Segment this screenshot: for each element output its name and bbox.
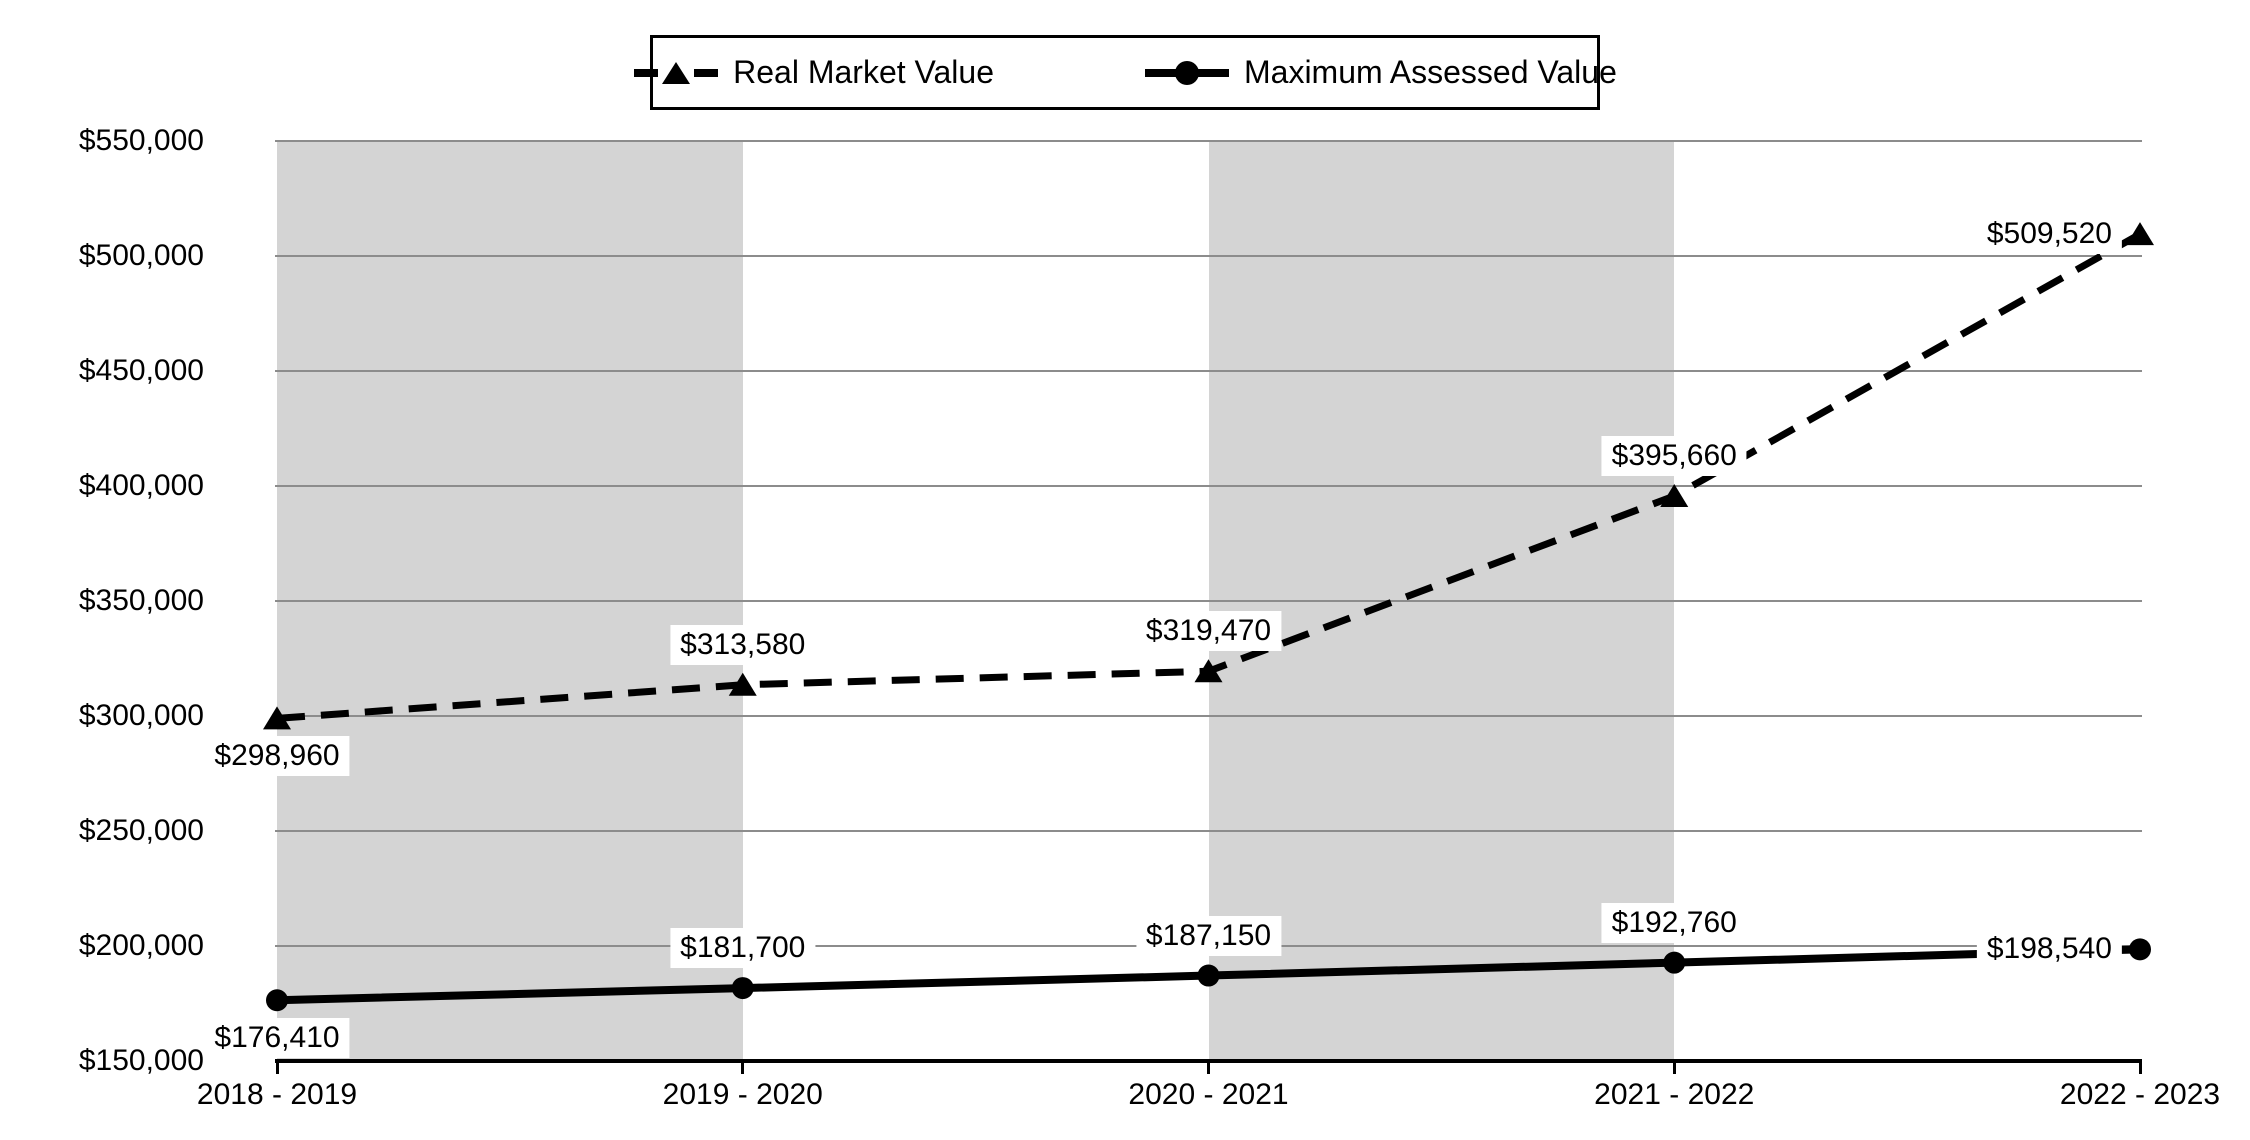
y-axis-tick-label: $150,000: [78, 1044, 204, 1077]
circle-data-point-marker: [266, 989, 288, 1012]
y-axis-tick-label: $400,000: [78, 469, 204, 502]
legend-item-maximum-assessed-value: Maximum Assessed Value: [1144, 54, 1617, 91]
y-axis-tick-label: $250,000: [78, 814, 204, 847]
circle-data-point-marker: [1197, 964, 1220, 987]
data-label: $298,960: [204, 736, 350, 777]
x-axis-tick: [1207, 1061, 1210, 1074]
y-axis-tick-label: $500,000: [78, 239, 204, 272]
legend-item-real-market-value: Real Market Value: [633, 54, 994, 91]
x-axis-tick: [2138, 1061, 2142, 1074]
y-axis-tick-label: $300,000: [78, 699, 204, 732]
y-gridline: [275, 140, 2142, 142]
data-label: $395,660: [1601, 435, 1747, 476]
legend-label-real-market-value: Real Market Value: [733, 54, 994, 90]
solid-line-circle-marker-icon: [1144, 60, 1229, 85]
data-label: $181,700: [670, 928, 816, 969]
y-axis-tick-label: $450,000: [78, 354, 204, 387]
data-label: $319,470: [1135, 611, 1282, 652]
legend-label-maximum-assessed-value: Maximum Assessed Value: [1243, 54, 1617, 90]
data-label: $313,580: [670, 624, 816, 665]
triangle-data-point-marker: [263, 706, 291, 730]
y-gridline: [275, 600, 2142, 602]
x-axis-tick-label: 2020 - 2021: [1128, 1078, 1289, 1111]
data-label: $509,520: [1976, 214, 2122, 255]
x-axis-tick: [741, 1061, 745, 1074]
triangle-data-point-marker: [1194, 659, 1223, 683]
y-axis-tick-label: $350,000: [78, 584, 204, 617]
x-axis-tick: [1672, 1061, 1676, 1074]
x-axis-tick-label: 2018 - 2019: [196, 1078, 358, 1111]
y-axis-tick-label: $200,000: [78, 929, 204, 962]
data-label: $176,410: [204, 1018, 350, 1059]
data-label: $192,760: [1601, 902, 1747, 943]
circle-data-point-marker: [2129, 938, 2151, 961]
y-gridline: [275, 715, 2142, 717]
circle-data-point-marker: [731, 977, 754, 1000]
x-axis-tick: [275, 1061, 279, 1074]
data-label: $187,150: [1135, 915, 1282, 956]
data-label: $198,540: [1976, 929, 2122, 970]
legend: Real Market Value Maximum Assessed Value: [634, 35, 1617, 110]
x-axis-tick-label: 2021 - 2022: [1594, 1078, 1755, 1111]
triangle-data-point-marker: [2126, 222, 2154, 246]
y-gridline: [275, 255, 2142, 257]
x-axis-tick-label: 2022 - 2023: [2059, 1078, 2221, 1111]
dashed-line-triangle-marker-icon: [634, 61, 719, 84]
y-gridline: [275, 370, 2142, 372]
circle-data-point-marker: [1663, 951, 1686, 974]
x-axis-tick-label: 2019 - 2020: [662, 1078, 823, 1111]
y-gridline: [275, 830, 2142, 832]
triangle-data-point-marker: [1660, 483, 1689, 507]
y-gridline: [275, 485, 2142, 487]
triangle-data-point-marker: [728, 672, 757, 696]
y-axis-tick-label: $550,000: [78, 124, 204, 157]
